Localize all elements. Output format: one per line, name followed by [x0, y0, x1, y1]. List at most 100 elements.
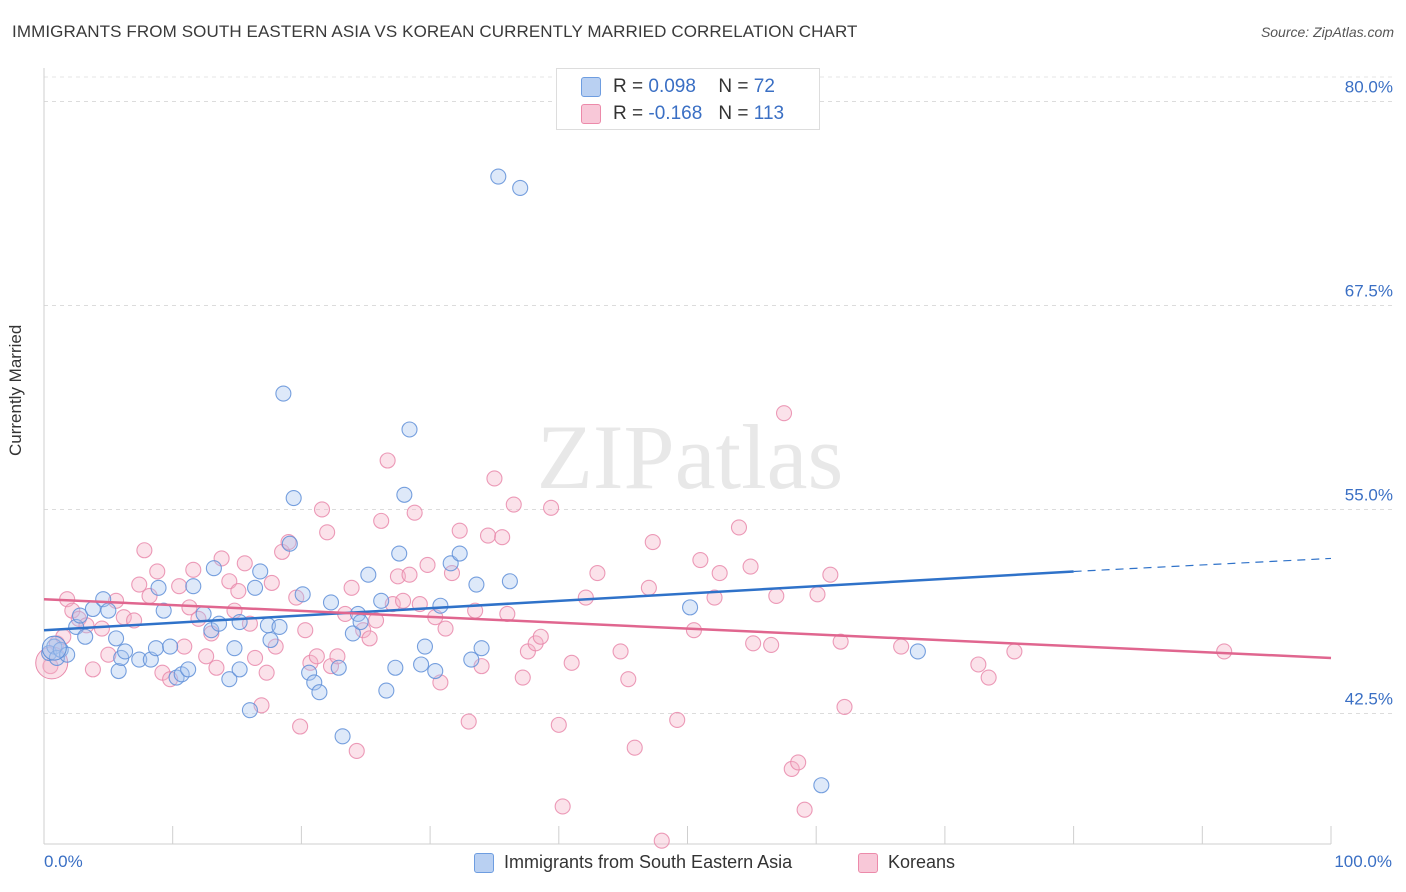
- sea-point: [360, 566, 377, 583]
- sea-point: [155, 602, 172, 619]
- korean-point: [612, 643, 629, 660]
- sea-point: [301, 664, 318, 681]
- sea-point: [512, 179, 529, 197]
- korean-point: [479, 527, 497, 544]
- korean-point: [980, 669, 997, 686]
- pink-swatch-icon: [858, 852, 878, 873]
- bottom-legend: Immigrants from South Eastern Asia Korea…: [0, 852, 1406, 878]
- y-tick-label: 80.0%: [1345, 77, 1393, 96]
- korean-point: [1006, 643, 1023, 660]
- sea-point: [490, 168, 507, 185]
- stats-row-koreans: R = -0.168 N = 113: [581, 103, 784, 125]
- sea-point: [59, 646, 76, 663]
- korean-point: [644, 534, 661, 551]
- sea-point: [334, 728, 351, 745]
- korean-point: [236, 555, 253, 572]
- legend-label: Immigrants from South Eastern Asia: [504, 852, 793, 872]
- sea-point: [247, 579, 264, 596]
- sea-point: [241, 702, 258, 719]
- sea-point: [416, 638, 434, 655]
- korean-point: [292, 718, 309, 735]
- korean-point: [577, 589, 594, 606]
- korean-point: [554, 798, 571, 815]
- korean-point: [550, 716, 567, 733]
- sea-point: [294, 586, 311, 603]
- sea-point: [813, 777, 830, 794]
- sea-point: [373, 592, 390, 609]
- korean-point: [395, 592, 412, 609]
- series-immigrants-sea: [41, 168, 926, 794]
- sea-point: [52, 641, 69, 658]
- sea-point: [432, 597, 449, 614]
- korean-point: [367, 612, 385, 629]
- sea-point: [131, 651, 148, 668]
- chart-title: IMMIGRANTS FROM SOUTH EASTERN ASIA VS KO…: [12, 22, 858, 41]
- sea-point: [252, 563, 269, 580]
- sea-point: [110, 662, 127, 680]
- korean-point: [505, 496, 522, 513]
- korean-point: [763, 636, 780, 653]
- legend-item-immigrants[interactable]: Immigrants from South Eastern Asia: [474, 852, 792, 873]
- sea-point: [281, 535, 298, 552]
- n-label: N =: [718, 76, 749, 97]
- korean-point: [711, 565, 728, 582]
- blue-swatch-icon: [474, 852, 494, 873]
- korean-point: [263, 574, 280, 591]
- sea-point: [150, 579, 167, 596]
- n-value: 72: [753, 76, 775, 97]
- r-value: -0.168: [648, 103, 703, 124]
- sea-point: [344, 625, 361, 642]
- sea-point: [306, 674, 323, 691]
- sea-point: [185, 578, 202, 595]
- korean-point: [348, 742, 365, 760]
- sea-point: [275, 385, 292, 402]
- korean-point: [149, 563, 166, 580]
- korean-point: [100, 646, 117, 663]
- sea-point: [195, 605, 212, 622]
- korean-point: [373, 512, 390, 529]
- sea-point: [501, 573, 518, 590]
- sea-point: [162, 638, 179, 655]
- y-tick-label: 67.5%: [1345, 281, 1393, 300]
- korean-point: [379, 452, 396, 469]
- n-label: N =: [718, 103, 749, 124]
- sea-point: [48, 649, 65, 667]
- korean-point: [208, 659, 225, 676]
- korean-point: [486, 470, 503, 487]
- korean-point: [247, 649, 264, 667]
- korean-point: [297, 622, 314, 639]
- korean-point: [230, 583, 247, 600]
- sea-point: [682, 599, 699, 616]
- korean-point: [692, 551, 709, 569]
- korean-trend-line: [43, 597, 1332, 660]
- korean-point: [626, 739, 643, 756]
- r-label: R =: [613, 103, 644, 124]
- sea-point: [463, 651, 480, 668]
- blue-swatch-icon: [581, 77, 601, 97]
- korean-point: [822, 566, 839, 583]
- x-tick-label-min: 0.0%: [44, 852, 83, 871]
- sea-point: [231, 661, 248, 678]
- korean-point: [406, 504, 423, 521]
- korean-point: [308, 648, 325, 665]
- korean-point: [563, 654, 580, 671]
- sea-point: [226, 640, 243, 657]
- korean-point: [809, 586, 826, 603]
- sea-point: [909, 643, 926, 660]
- korean-point: [527, 635, 544, 652]
- legend-item-koreans[interactable]: Koreans: [858, 852, 955, 873]
- korean-point: [93, 620, 110, 637]
- y-tick-label: 42.5%: [1345, 689, 1393, 708]
- r-label: R =: [613, 76, 644, 97]
- sea-point: [100, 602, 117, 619]
- korean-point: [171, 578, 188, 595]
- korean-point: [361, 630, 378, 647]
- korean-point: [745, 635, 762, 652]
- korean-point: [494, 529, 511, 546]
- legend-label: Koreans: [888, 852, 956, 872]
- korean-point: [783, 760, 800, 777]
- korean-point: [329, 648, 346, 665]
- korean-point: [532, 628, 549, 645]
- korean-point: [742, 558, 759, 575]
